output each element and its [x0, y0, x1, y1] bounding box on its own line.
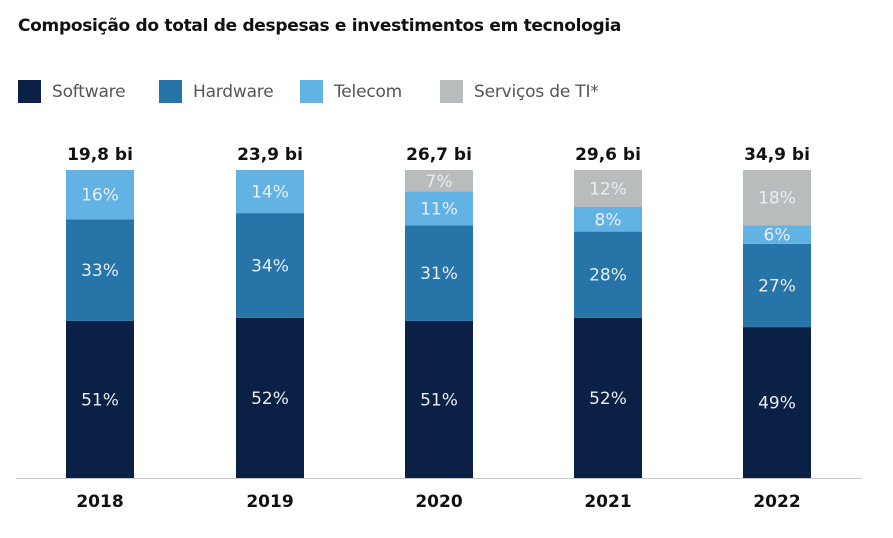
data-label: 6% — [764, 226, 791, 246]
data-label: 27% — [758, 277, 796, 297]
data-label: 49% — [758, 394, 796, 414]
bar-segment — [574, 231, 642, 318]
x-tick-label: 2019 — [246, 492, 293, 512]
legend-label: Serviços de TI* — [474, 81, 599, 102]
x-tick-label: 2021 — [584, 492, 631, 512]
chart-title: Composição do total de despesas e invest… — [18, 16, 622, 36]
data-label: 51% — [420, 390, 458, 410]
data-label: 52% — [589, 389, 627, 409]
bar-segment — [66, 320, 134, 478]
x-tick-label: 2018 — [76, 492, 123, 512]
bar-segment — [405, 225, 473, 321]
bar-segment — [405, 320, 473, 478]
bar-segment — [405, 191, 473, 226]
legend-item: Hardware — [159, 80, 274, 103]
data-label: 7% — [426, 172, 453, 192]
data-label: 8% — [595, 210, 622, 230]
data-label: 51% — [81, 390, 119, 410]
bar-segment — [743, 243, 811, 328]
x-tick-label: 2022 — [753, 492, 800, 512]
data-label: 33% — [81, 261, 119, 281]
total-label: 29,6 bi — [575, 145, 641, 165]
data-label: 31% — [420, 264, 458, 284]
legend-label: Hardware — [193, 81, 274, 102]
bar-segment — [66, 219, 134, 321]
legend-swatch — [440, 80, 463, 103]
bar-segment — [236, 317, 304, 478]
data-label: 16% — [81, 186, 119, 206]
total-label: 26,7 bi — [406, 145, 472, 165]
legend-swatch — [300, 80, 323, 103]
total-label: 23,9 bi — [237, 145, 303, 165]
bar-segment — [743, 327, 811, 478]
legend-swatch — [159, 80, 182, 103]
data-label: 34% — [251, 256, 289, 276]
data-label: 12% — [589, 179, 627, 199]
data-label: 28% — [589, 266, 627, 286]
bar-segment — [236, 213, 304, 318]
bar-segment — [574, 317, 642, 478]
x-tick-label: 2020 — [415, 492, 462, 512]
total-label: 19,8 bi — [67, 145, 133, 165]
data-label: 52% — [251, 389, 289, 409]
bar-segment — [236, 170, 304, 214]
bar-segment — [405, 170, 473, 192]
bar-segment — [743, 170, 811, 226]
legend-item: Telecom — [300, 80, 402, 103]
bar-segment — [743, 225, 811, 244]
legend-label: Software — [52, 81, 126, 102]
bar-segment — [66, 170, 134, 220]
legend-label: Telecom — [334, 81, 403, 102]
data-label: 11% — [420, 200, 458, 220]
legend-item: Serviços de TI* — [440, 80, 599, 103]
data-label: 14% — [251, 183, 289, 203]
legend-swatch — [18, 80, 41, 103]
legend-item: Software — [18, 80, 126, 103]
bar-segment — [574, 206, 642, 232]
total-label: 34,9 bi — [744, 145, 810, 165]
bar-segment — [574, 170, 642, 207]
data-label: 18% — [758, 189, 796, 209]
